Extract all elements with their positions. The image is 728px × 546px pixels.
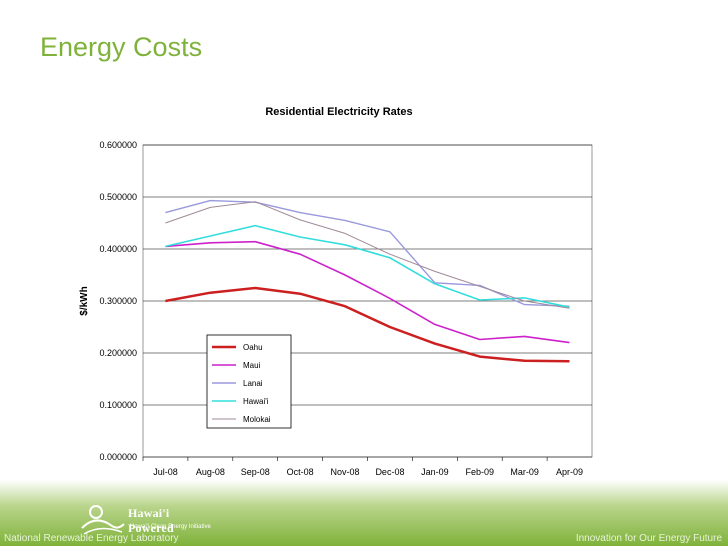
series-line-molokai	[165, 201, 570, 309]
logo-subtext: Hawai'i Clean Energy Initiative	[130, 524, 211, 530]
x-tick-labels: Jul-08 Aug-08 Sep-08 Oct-08 Nov-08 Dec-08 Jan-…	[142, 457, 583, 477]
x-tick-label: Oct-08	[287, 467, 314, 477]
x-tick-label: Jul-08	[153, 467, 178, 477]
x-tick-label: Aug-08	[196, 467, 225, 477]
slide-title: Energy Costs	[40, 32, 203, 62]
x-tick-label: Nov-08	[331, 467, 360, 477]
legend: Oahu Maui Lanai Hawai'i Molokai	[206, 334, 292, 429]
y-tick-label: 0.500000	[99, 192, 137, 202]
footer-left-text: National Renewable Energy Laboratory	[4, 533, 179, 544]
y-tick-labels: 0.000000 0.100000 0.200000 0.300000 0.400000…	[99, 140, 137, 462]
logo-text: Hawai'i Powered	[128, 506, 174, 535]
x-tick-label: Apr-09	[556, 467, 583, 477]
legend-box	[206, 334, 292, 429]
hawaii-powered-logo: Hawai'i Powered Hawai'i Clean Energy Ini…	[78, 500, 213, 540]
y-tick-label: 0.200000	[99, 348, 137, 358]
legend-label: Molokai	[243, 415, 271, 424]
x-tick-label: Feb-09	[465, 467, 494, 477]
x-tick-label: Dec-08	[375, 467, 404, 477]
x-tick-label: Sep-08	[241, 467, 270, 477]
y-tick-label: 0.000000	[99, 452, 137, 462]
legend-label: Maui	[243, 361, 261, 370]
footer-right-text: Innovation for Our Energy Future	[575, 533, 722, 544]
chart-title: Residential Electricity Rates	[265, 106, 412, 118]
series-line-hawaii	[165, 224, 570, 308]
logo-icon	[81, 505, 125, 535]
series-line-oahu	[165, 286, 570, 363]
legend-label: Oahu	[243, 343, 263, 352]
y-tick-label: 0.400000	[99, 244, 137, 254]
series-lines	[165, 199, 570, 363]
y-axis-label: $/kWh	[79, 286, 90, 315]
legend-label: Hawai'i	[243, 397, 269, 406]
legend-label: Lanai	[243, 379, 263, 388]
x-tick-label: Mar-09	[510, 467, 539, 477]
y-tick-label: 0.600000	[99, 140, 137, 150]
x-tick-label: Jan-09	[421, 467, 449, 477]
footer-band	[0, 480, 728, 546]
series-line-lanai	[165, 199, 570, 307]
chart: Residential Electricity Rates 0.0000000.…	[79, 106, 593, 477]
y-tick-label: 0.300000	[99, 296, 137, 306]
series-line-maui	[165, 240, 570, 344]
y-tick-label: 0.100000	[99, 400, 137, 410]
